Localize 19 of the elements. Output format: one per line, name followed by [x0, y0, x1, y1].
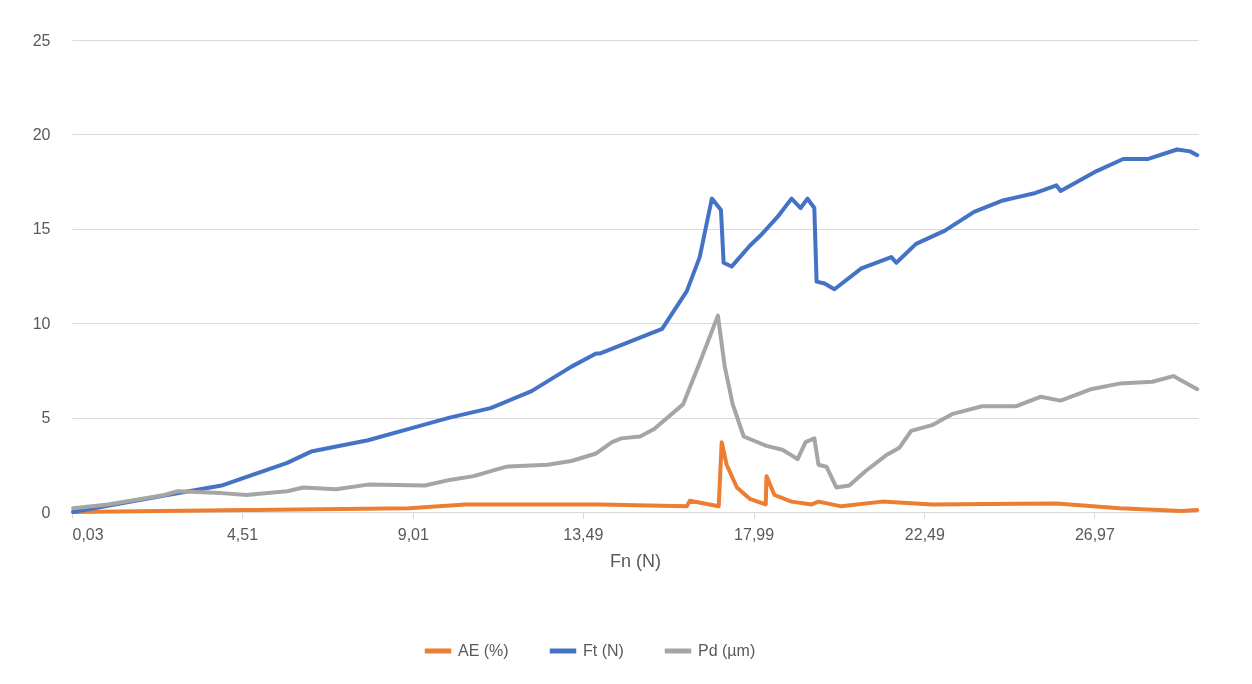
- legend-label: Pd (µm): [698, 642, 756, 659]
- y-tick-label: 5: [41, 409, 51, 427]
- legend-label: AE (%): [458, 642, 509, 659]
- x-tick-label: 0,03: [72, 525, 104, 543]
- line-series: [71, 147, 1200, 514]
- x-tick-label: 13,49: [563, 525, 604, 543]
- x-tick-label: 26,97: [1074, 525, 1116, 543]
- x-tick-label: 17,99: [734, 525, 775, 543]
- y-tick-label: 0: [41, 503, 51, 521]
- y-tick-label: 10: [32, 314, 51, 332]
- legend-label: Ft (N): [583, 642, 624, 659]
- y-tick-label: 20: [32, 125, 51, 143]
- x-axis-title: Fn (N): [610, 550, 661, 571]
- line-series: [71, 313, 1200, 511]
- x-tick-label: 22,49: [904, 525, 945, 543]
- x-tick-label: 4,51: [226, 525, 259, 543]
- y-tick-label: 15: [32, 220, 51, 238]
- x-tick-label: 9,01: [397, 525, 429, 543]
- y-tick-label: 25: [32, 31, 51, 49]
